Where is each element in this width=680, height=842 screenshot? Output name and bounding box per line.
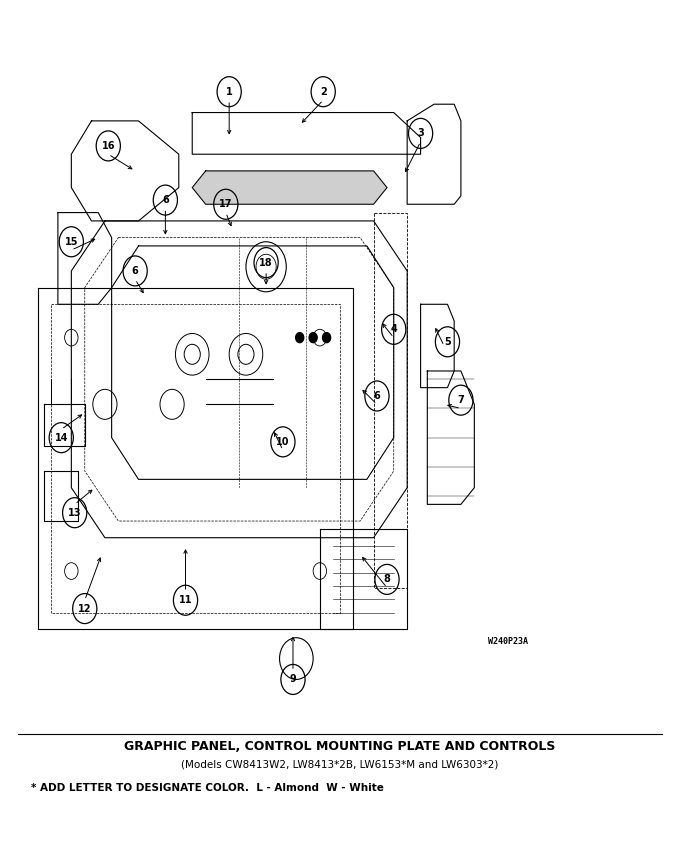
Text: 6: 6 xyxy=(162,195,169,205)
Text: 11: 11 xyxy=(179,595,192,605)
Text: 6: 6 xyxy=(132,266,139,276)
Text: 18: 18 xyxy=(259,258,273,268)
Text: 14: 14 xyxy=(54,433,68,443)
Text: 4: 4 xyxy=(390,324,397,334)
Text: 7: 7 xyxy=(458,395,464,405)
Text: 13: 13 xyxy=(68,508,82,518)
Text: 3: 3 xyxy=(418,128,424,138)
Text: 6: 6 xyxy=(373,391,380,401)
Text: (Models CW8413W2, LW8413*2B, LW6153*M and LW6303*2): (Models CW8413W2, LW8413*2B, LW6153*M an… xyxy=(182,759,498,770)
Text: 1: 1 xyxy=(226,87,233,97)
Text: GRAPHIC PANEL, CONTROL MOUNTING PLATE AND CONTROLS: GRAPHIC PANEL, CONTROL MOUNTING PLATE AN… xyxy=(124,739,556,753)
Text: 12: 12 xyxy=(78,604,92,614)
Circle shape xyxy=(322,333,330,343)
Text: 17: 17 xyxy=(219,200,233,210)
Text: * ADD LETTER TO DESIGNATE COLOR.  L - Almond  W - White: * ADD LETTER TO DESIGNATE COLOR. L - Alm… xyxy=(31,783,384,793)
Text: 5: 5 xyxy=(444,337,451,347)
Circle shape xyxy=(309,333,317,343)
Text: W240P23A: W240P23A xyxy=(488,637,528,647)
Text: 15: 15 xyxy=(65,237,78,247)
Text: 2: 2 xyxy=(320,87,326,97)
Text: 8: 8 xyxy=(384,574,390,584)
Text: 16: 16 xyxy=(101,141,115,151)
Text: 9: 9 xyxy=(290,674,296,685)
Polygon shape xyxy=(192,171,387,205)
Text: 10: 10 xyxy=(276,437,290,447)
Circle shape xyxy=(296,333,304,343)
